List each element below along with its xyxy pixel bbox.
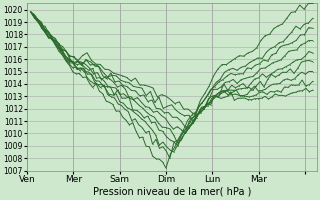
X-axis label: Pression niveau de la mer( hPa ): Pression niveau de la mer( hPa ) (92, 187, 251, 197)
